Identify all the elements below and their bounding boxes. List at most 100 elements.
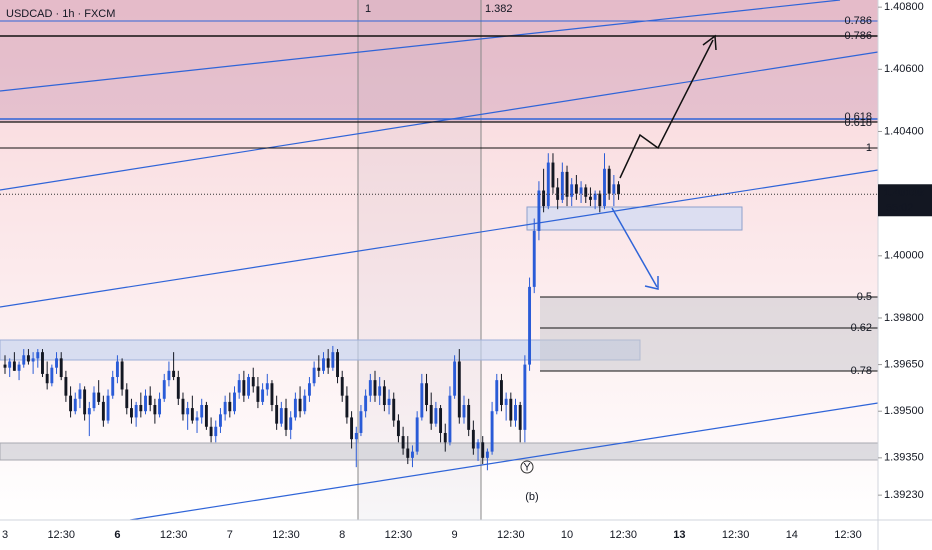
candle-body <box>158 398 162 415</box>
y-tick-label: 1.40000 <box>884 250 924 262</box>
candle-body <box>378 386 382 396</box>
price-axis <box>878 0 932 550</box>
x-tick-label: 12:30 <box>160 529 188 541</box>
candle-body <box>471 429 475 449</box>
candle-body <box>242 380 246 396</box>
candle-body <box>443 432 447 443</box>
candles <box>3 153 620 471</box>
candle-body <box>120 361 124 390</box>
candle-body <box>336 352 339 378</box>
drawing-label: Y <box>523 461 531 473</box>
x-tick-label: 10 <box>561 529 573 541</box>
candle-body <box>87 408 91 415</box>
candle-body <box>392 398 396 421</box>
drawing-label: 1 <box>866 142 872 154</box>
candle-body <box>518 404 522 430</box>
candle-body <box>181 398 185 415</box>
trend-line <box>129 402 879 521</box>
candle-body <box>303 395 307 412</box>
candle-body <box>111 377 115 396</box>
candle-body <box>298 398 302 412</box>
candle-body <box>289 417 293 430</box>
candle-body <box>17 364 21 371</box>
candle-body <box>92 392 96 409</box>
arrow-head <box>644 276 659 290</box>
candle-body <box>233 392 236 412</box>
plot-background <box>0 0 878 520</box>
x-tick-label: 12:30 <box>272 529 300 541</box>
candle-body <box>162 380 166 399</box>
candle-body <box>144 395 147 412</box>
candle-body <box>439 408 443 433</box>
candle-body <box>326 358 330 368</box>
trend-line <box>0 51 879 191</box>
candle-body <box>195 417 199 421</box>
x-tick-label: 3 <box>2 529 8 541</box>
candle-body <box>603 168 606 207</box>
candle-body <box>200 404 204 418</box>
candle-body <box>190 408 194 421</box>
x-tick-label: 9 <box>452 529 458 541</box>
candle-body <box>125 389 129 409</box>
channel <box>0 0 879 521</box>
candle-body <box>607 168 611 194</box>
candle-body <box>172 370 176 378</box>
drawing-label: (b) <box>525 491 538 503</box>
candle-body <box>261 389 265 402</box>
countdown: 55:02 <box>886 202 914 214</box>
drawing-label: 0.618 <box>844 111 872 123</box>
candle-body <box>293 398 297 418</box>
candle-body <box>617 184 620 195</box>
drawing-label: 0.786 <box>844 30 872 42</box>
candle-body <box>598 193 602 207</box>
candle-body <box>153 404 157 415</box>
candle-body <box>251 377 255 387</box>
x-tick-label: 12:30 <box>834 529 862 541</box>
candle-body <box>130 408 133 418</box>
candle-body <box>12 361 16 371</box>
drawing-label: 0.786 <box>844 15 872 27</box>
symbol-title: USDCAD · 1h · FXCM <box>6 8 115 20</box>
zone-box <box>0 0 878 122</box>
candle-body <box>354 432 358 440</box>
candle-body <box>387 398 391 405</box>
candle-body <box>570 184 574 197</box>
candle-body <box>218 414 222 427</box>
candle-body <box>204 404 208 427</box>
candle-body <box>186 408 190 415</box>
candle-body <box>556 187 560 200</box>
drawing-label: 0.62 <box>851 322 872 334</box>
candle-body <box>593 193 597 200</box>
candle-body <box>331 352 335 368</box>
candle-body <box>3 364 7 368</box>
drawing-label: 1.382 <box>485 3 513 15</box>
x-tick-label: 13 <box>673 529 685 541</box>
zone-box <box>0 442 879 461</box>
candle-body <box>490 411 494 452</box>
candle-body <box>345 395 349 418</box>
x-tick-label: 12:30 <box>497 529 525 541</box>
candle-body <box>59 358 63 378</box>
candle-body <box>55 358 58 368</box>
candle-body <box>64 377 68 396</box>
candle-body <box>382 386 386 405</box>
candle-body <box>148 395 152 405</box>
trend-line <box>0 169 879 308</box>
candle-body <box>115 361 119 378</box>
candle-body <box>36 352 40 359</box>
candle-body <box>542 190 546 207</box>
candle-body <box>317 367 321 371</box>
candle-body <box>429 404 433 424</box>
candle-body <box>209 426 213 437</box>
candle-body <box>434 408 438 424</box>
y-tick-label: 1.39800 <box>884 312 924 324</box>
candle-body <box>476 442 480 449</box>
candle-body <box>73 398 77 412</box>
candle-body <box>41 352 44 374</box>
candle-body <box>284 408 288 430</box>
candle-body <box>457 361 461 418</box>
x-tick-label: 8 <box>339 529 345 541</box>
candle-body <box>481 442 485 458</box>
candle-body <box>396 420 400 437</box>
candle-body <box>78 389 82 399</box>
